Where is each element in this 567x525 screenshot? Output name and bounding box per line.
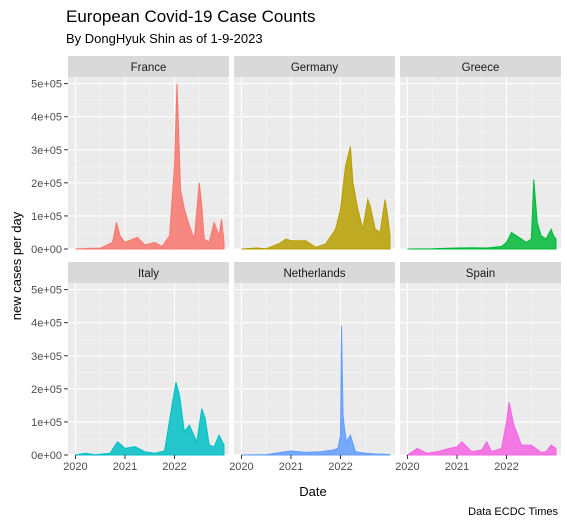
chart-subtitle: By DongHyuk Shin as of 1-9-2023 (66, 31, 263, 46)
y-tick-label: 1e+05 (31, 211, 62, 223)
y-tick-label: 4e+05 (31, 112, 62, 124)
panel-netherlands: Netherlands (234, 262, 395, 456)
chart-title: European Covid-19 Case Counts (66, 7, 315, 26)
panel-greece: Greece (400, 56, 561, 250)
panel-strip (68, 262, 229, 283)
panel-strip (234, 56, 395, 77)
panel-germany: Germany (234, 56, 395, 250)
series-area-italy (75, 382, 225, 456)
x-tick-label: 2021 (113, 461, 137, 473)
x-axis-ticks: 2020 2021 2022 2020 2021 2022 2020 2021 2022 (63, 455, 519, 473)
panel-strip (400, 56, 561, 77)
y-tick-label: 3e+05 (31, 145, 62, 157)
series-area-spain (405, 401, 557, 456)
panel-strip-label: France (131, 62, 167, 74)
panel-strip-label: Netherlands (283, 268, 345, 280)
y-axis-label: new cases per day (9, 211, 24, 320)
x-tick-label: 2021 (445, 461, 469, 473)
series-area-netherlands (241, 325, 391, 456)
series-area-germany (241, 146, 391, 250)
x-tick-label: 2020 (63, 461, 87, 473)
panel-strip-label: Greece (462, 62, 500, 74)
panel-spain: Spain (400, 262, 561, 456)
panel-background (68, 77, 229, 249)
panel-background (234, 283, 395, 455)
chart-caption: Data ECDC Times (468, 506, 558, 518)
x-tick-label: 2022 (162, 461, 186, 473)
x-tick-label: 2021 (279, 461, 303, 473)
panel-strip-label: Germany (291, 62, 339, 74)
x-tick-label: 2020 (229, 461, 253, 473)
y-tick-label: 0e+00 (31, 450, 62, 462)
series-area-greece (407, 179, 557, 250)
panel-strip-label: Italy (138, 268, 159, 280)
panel-italy: Italy (68, 262, 229, 456)
panel-strip (68, 56, 229, 77)
y-tick-label: 4e+05 (31, 318, 62, 330)
x-tick-label: 2022 (494, 461, 518, 473)
panel-background (400, 283, 561, 455)
y-tick-label: 2e+05 (31, 384, 62, 396)
x-axis-label: Date (299, 484, 326, 499)
facet-panels: France Germany Greece Italy Netherlands Spain (68, 56, 561, 456)
series-area-france (75, 83, 225, 250)
y-tick-label: 2e+05 (31, 178, 62, 190)
y-tick-label: 0e+00 (31, 244, 62, 256)
panel-strip (400, 262, 561, 283)
y-axis-ticks: 0e+00 1e+05 2e+05 3e+05 4e+05 5e+05 0e+00 1e+05… (31, 79, 68, 462)
panel-strip (234, 262, 395, 283)
y-tick-label: 5e+05 (31, 285, 62, 297)
y-tick-label: 3e+05 (31, 351, 62, 363)
panel-france: France (68, 56, 229, 250)
y-tick-label: 5e+05 (31, 79, 62, 91)
panel-strip-label: Spain (466, 268, 495, 280)
y-tick-label: 1e+05 (31, 417, 62, 429)
x-tick-label: 2022 (328, 461, 352, 473)
x-tick-label: 2020 (395, 461, 419, 473)
